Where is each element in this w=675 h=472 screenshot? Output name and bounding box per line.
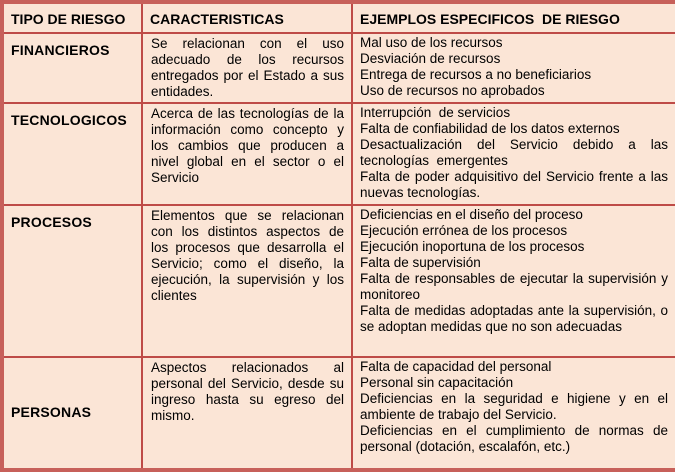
column-header-ejemplos: EJEMPLOS ESPECIFICOS DE RIESGO <box>351 1 675 34</box>
ejemplo-item: Deficiencias en el cumplimiento de norma… <box>360 423 672 454</box>
ejemplo-item: Falta de poder adquisitivo del Servicio … <box>360 169 672 200</box>
ejemplo-item: Falta de capacidad del personal <box>360 359 552 374</box>
ejemplo-item: Entrega de recursos a no beneficiarios <box>360 67 592 82</box>
table-row-financieros: FINANCIEROS Se relacionan con el uso ade… <box>1 32 675 104</box>
ejemplos-procesos: Deficiencias en el diseño del proceso Eje… <box>351 204 675 358</box>
ejemplo-item: Interrupción de servicios <box>360 105 511 120</box>
table-row-procesos: PROCESOS Elementos que se relacionan con… <box>1 204 675 358</box>
ejemplo-item: Desviación de recursos <box>360 51 501 66</box>
row-label-financieros: FINANCIEROS <box>1 32 143 104</box>
caracteristicas-financieros: Se relacionan con el uso adecuado de los… <box>141 32 353 104</box>
ejemplo-item: Uso de recursos no aprobados <box>360 83 545 98</box>
row-label-procesos: PROCESOS <box>1 204 143 358</box>
column-header-tipo-de-riesgo: TIPO DE RIESGO <box>1 1 143 34</box>
header-row: TIPO DE RIESGO CARACTERISTICAS EJEMPLOS … <box>1 1 675 34</box>
ejemplo-item: Deficiencias en la seguridad e higiene y… <box>360 391 672 422</box>
ejemplo-item: Ejecución errónea de los procesos <box>360 223 568 238</box>
ejemplo-item: Falta de medidas adoptadas ante la super… <box>360 303 672 334</box>
ejemplos-personas: Falta de capacidad del personal Personal … <box>351 356 675 471</box>
row-label-personas: PERSONAS <box>1 356 143 471</box>
ejemplo-item: Falta de supervisión <box>360 255 481 270</box>
ejemplos-tecnologicos: Interrupción de servicios Falta de confia… <box>351 102 675 206</box>
ejemplo-item: Falta de responsables de ejecutar la sup… <box>360 271 672 302</box>
ejemplo-item: Deficiencias en el diseño del proceso <box>360 207 583 222</box>
ejemplo-item: Ejecución inoportuna de los procesos <box>360 239 585 254</box>
table-row-personas: PERSONAS Aspectos relacionados al person… <box>1 356 675 471</box>
caracteristicas-procesos: Elementos que se relacionan con los dist… <box>141 204 353 358</box>
ejemplos-financieros: Mal uso de los recursos Desviación de rec… <box>351 32 675 104</box>
column-header-caracteristicas: CARACTERISTICAS <box>141 1 353 34</box>
row-label-tecnologicos: TECNOLOGICOS <box>1 102 143 206</box>
table-row-tecnologicos: TECNOLOGICOS Acerca de las tecnologías d… <box>1 102 675 206</box>
ejemplo-item: Falta de confiabilidad de los datos exte… <box>360 121 620 136</box>
ejemplo-item: Desactualización del Servicio debido a l… <box>360 137 672 168</box>
ejemplo-item: Mal uso de los recursos <box>360 35 503 50</box>
caracteristicas-personas: Aspectos relacionados al personal del Se… <box>141 356 353 471</box>
caracteristicas-tecnologicos: Acerca de las tecnologías de la informac… <box>141 102 353 206</box>
ejemplo-item: Personal sin capacitación <box>360 375 514 390</box>
